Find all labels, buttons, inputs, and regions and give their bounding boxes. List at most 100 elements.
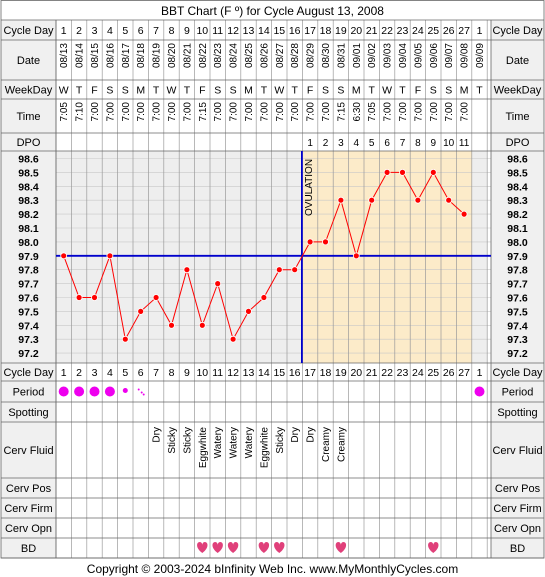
time-cell: 7:00 <box>244 102 255 122</box>
row-label-right-dpo: DPO <box>506 137 530 149</box>
temperature-point <box>168 321 175 329</box>
temp-tick-left: 97.8 <box>18 265 39 277</box>
cerv-fluid-cell: Sticky <box>182 427 193 454</box>
cycle-day-cell: 11 <box>212 25 223 37</box>
time-cell: 7:00 <box>152 102 163 122</box>
dpo-cell: 1 <box>307 138 313 149</box>
weekday-cell: S <box>106 85 113 97</box>
row-label-left-cerv_firm: Cerv Firm <box>4 503 52 515</box>
weekday-cell: T <box>368 85 375 97</box>
period-heavy-dot <box>58 386 69 397</box>
row-label-left-cycle_day: Cycle Day <box>3 367 54 379</box>
weekday-cell: T <box>184 85 191 97</box>
temp-tick-left: 98.4 <box>18 181 39 193</box>
time-cell: 7:00 <box>136 102 147 122</box>
cycle-day-cell-bottom: 16 <box>289 367 301 379</box>
cycle-day-cell: 22 <box>381 25 393 37</box>
row-label-right-cerv_firm: Cerv Firm <box>493 503 541 515</box>
weekday-cell: S <box>337 85 344 97</box>
cycle-day-cell: 13 <box>243 25 255 37</box>
date-cell: 08/20 <box>167 43 178 68</box>
weekday-cell: S <box>214 85 221 97</box>
temperature-point <box>291 266 299 274</box>
luteal-phase-shading <box>302 151 472 363</box>
cycle-day-cell: 16 <box>289 25 301 37</box>
time-cell: 7:00 <box>444 102 455 122</box>
temperature-point <box>91 294 98 301</box>
row-label-left-time: Time <box>16 111 40 123</box>
temperature-point <box>460 210 468 218</box>
cerv-fluid-cell: Eggwhite <box>259 427 270 469</box>
row-label-left-cerv_pos: Cerv Pos <box>6 483 52 495</box>
time-cell: 7:00 <box>398 102 409 122</box>
row-label-left-dpo: DPO <box>17 137 41 149</box>
date-cell: 09/06 <box>429 43 440 68</box>
time-cell: 7:00 <box>306 102 317 122</box>
period-heavy-dot <box>104 386 115 397</box>
date-cell: 09/05 <box>413 43 424 68</box>
row-label-left-bd: BD <box>21 543 36 555</box>
temperature-point <box>352 252 360 260</box>
period-light-dot <box>122 388 128 393</box>
time-cell: 7:00 <box>121 102 132 122</box>
ovulation-label: OVULATION <box>304 159 315 216</box>
cycle-day-cell: 5 <box>122 25 128 37</box>
bd-heart-icon <box>274 542 285 553</box>
temp-tick-right: 98.2 <box>507 209 528 221</box>
weekday-cell: S <box>122 85 129 97</box>
weekday-cell: T <box>399 85 406 97</box>
weekday-cell: M <box>460 85 469 97</box>
temp-tick-right: 98.4 <box>507 181 528 193</box>
cycle-day-cell-bottom: 5 <box>122 367 128 379</box>
row-label-right-time: Time <box>505 111 529 123</box>
dpo-cell: 2 <box>323 138 329 149</box>
time-cell: 7:15 <box>336 102 347 122</box>
time-cell: 7:00 <box>429 102 440 122</box>
weekday-cell: F <box>91 85 97 97</box>
cycle-day-cell-bottom: 12 <box>227 367 239 379</box>
weekday-cell: S <box>322 85 329 97</box>
weekday-cell: F <box>415 85 421 97</box>
date-cell: 09/04 <box>398 43 409 68</box>
bd-heart-icon <box>212 542 223 553</box>
temp-tick-left: 97.2 <box>18 348 39 360</box>
row-label-left-spotting: Spotting <box>8 407 48 419</box>
dpo-cell: 9 <box>431 138 437 149</box>
cycle-day-cell-bottom: 7 <box>153 367 159 379</box>
date-cell: 09/01 <box>352 43 363 68</box>
cerv-fluid-cell: Dry <box>152 427 163 443</box>
cycle-day-cell: 6 <box>138 25 144 37</box>
row-label-right-cerv_pos: Cerv Pos <box>495 483 541 495</box>
dpo-cell: 3 <box>338 138 344 149</box>
row-label-right-cycle_day: Cycle Day <box>492 367 543 379</box>
date-cell: 08/23 <box>213 43 224 68</box>
row-label-left-weekday: WeekDay <box>5 85 53 97</box>
time-cell: 7:10 <box>75 102 86 122</box>
temperature-point <box>275 266 283 274</box>
time-cell: 7:00 <box>321 102 332 122</box>
temp-tick-left: 97.4 <box>18 320 39 332</box>
chart-title: BBT Chart (F º) for Cycle August 13, 200… <box>161 4 384 18</box>
row-label-right-weekday: WeekDay <box>494 85 542 97</box>
cycle-day-cell-bottom: 1 <box>477 367 483 379</box>
weekday-cell: T <box>476 85 483 97</box>
temperature-point <box>121 335 129 343</box>
temperature-point <box>260 294 268 301</box>
period-heavy-dot <box>89 386 100 397</box>
bd-heart-icon <box>258 542 270 553</box>
cerv-fluid-cell: Watery <box>213 427 224 458</box>
time-cell: 7:00 <box>105 102 116 122</box>
cycle-day-cell: 4 <box>107 25 113 37</box>
cycle-day-cell: 17 <box>304 25 316 37</box>
bd-heart-icon <box>197 542 208 553</box>
dpo-cell: 6 <box>384 138 390 149</box>
temp-tick-right: 98.3 <box>507 195 528 207</box>
dpo-cell: 10 <box>443 138 455 149</box>
right-label-column <box>491 20 544 558</box>
weekday-cell: T <box>76 85 83 97</box>
time-cell: 7:05 <box>59 102 70 122</box>
weekday-cell: T <box>153 85 160 97</box>
temp-tick-right: 98.1 <box>507 223 528 235</box>
cycle-day-cell: 25 <box>427 25 439 37</box>
cycle-day-cell: 23 <box>397 25 409 37</box>
